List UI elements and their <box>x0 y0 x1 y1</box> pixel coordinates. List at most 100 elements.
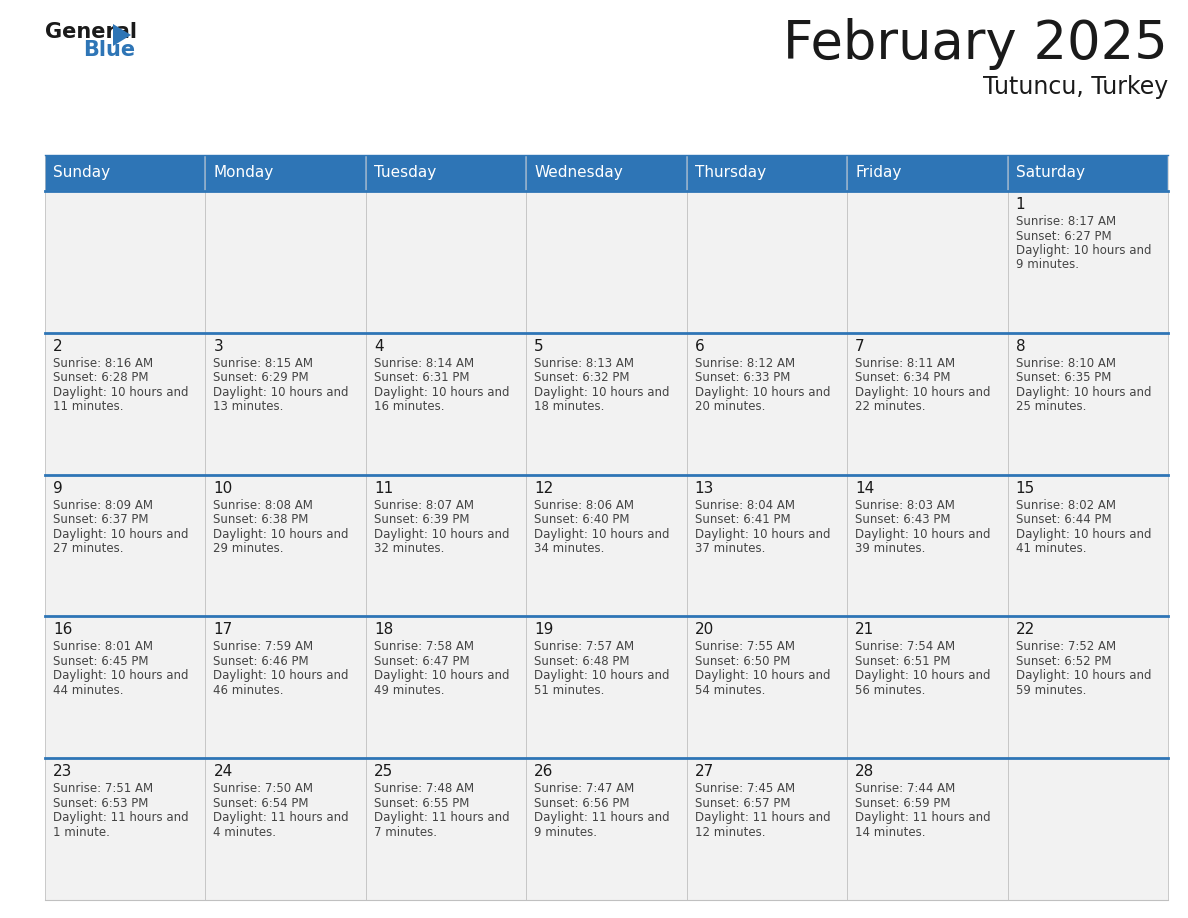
Text: Sunrise: 8:07 AM: Sunrise: 8:07 AM <box>374 498 474 511</box>
Text: 9 minutes.: 9 minutes. <box>1016 259 1079 272</box>
Text: Sunset: 6:39 PM: Sunset: 6:39 PM <box>374 513 469 526</box>
Text: 26: 26 <box>535 764 554 779</box>
Bar <box>526 155 687 191</box>
Text: 28: 28 <box>855 764 874 779</box>
Text: Sunrise: 8:14 AM: Sunrise: 8:14 AM <box>374 357 474 370</box>
Text: 54 minutes.: 54 minutes. <box>695 684 765 697</box>
Text: Sunset: 6:51 PM: Sunset: 6:51 PM <box>855 655 950 668</box>
Text: 18: 18 <box>374 622 393 637</box>
Text: Daylight: 10 hours and: Daylight: 10 hours and <box>374 528 510 541</box>
Text: Thursday: Thursday <box>695 165 766 181</box>
Bar <box>206 191 366 333</box>
Text: Daylight: 11 hours and: Daylight: 11 hours and <box>535 812 670 824</box>
Bar <box>45 191 206 333</box>
Bar <box>526 475 687 616</box>
Text: 14 minutes.: 14 minutes. <box>855 825 925 839</box>
Text: 34 minutes.: 34 minutes. <box>535 543 605 555</box>
Text: Sunset: 6:34 PM: Sunset: 6:34 PM <box>855 371 950 385</box>
Text: Sunrise: 8:15 AM: Sunrise: 8:15 AM <box>214 357 314 370</box>
Text: Daylight: 11 hours and: Daylight: 11 hours and <box>214 812 349 824</box>
Text: 1: 1 <box>1016 197 1025 212</box>
Bar <box>206 475 366 616</box>
Bar <box>687 475 847 616</box>
Bar <box>847 333 1007 475</box>
Text: Sunrise: 7:47 AM: Sunrise: 7:47 AM <box>535 782 634 795</box>
Text: Sunset: 6:32 PM: Sunset: 6:32 PM <box>535 371 630 385</box>
Text: Sunset: 6:29 PM: Sunset: 6:29 PM <box>214 371 309 385</box>
Text: 18 minutes.: 18 minutes. <box>535 400 605 413</box>
Text: 56 minutes.: 56 minutes. <box>855 684 925 697</box>
Text: Daylight: 10 hours and: Daylight: 10 hours and <box>1016 669 1151 682</box>
Text: Daylight: 11 hours and: Daylight: 11 hours and <box>695 812 830 824</box>
Text: 7 minutes.: 7 minutes. <box>374 825 437 839</box>
Text: 13: 13 <box>695 481 714 496</box>
Text: Sunrise: 7:57 AM: Sunrise: 7:57 AM <box>535 641 634 654</box>
Bar <box>366 475 526 616</box>
Text: Sunrise: 7:52 AM: Sunrise: 7:52 AM <box>1016 641 1116 654</box>
Text: 10: 10 <box>214 481 233 496</box>
Text: Sunset: 6:33 PM: Sunset: 6:33 PM <box>695 371 790 385</box>
Text: 20: 20 <box>695 622 714 637</box>
Text: Sunset: 6:43 PM: Sunset: 6:43 PM <box>855 513 950 526</box>
Text: 21: 21 <box>855 622 874 637</box>
Text: Daylight: 10 hours and: Daylight: 10 hours and <box>214 386 349 398</box>
Text: 4: 4 <box>374 339 384 353</box>
Text: 20 minutes.: 20 minutes. <box>695 400 765 413</box>
Text: Sunset: 6:38 PM: Sunset: 6:38 PM <box>214 513 309 526</box>
Text: Daylight: 10 hours and: Daylight: 10 hours and <box>53 528 189 541</box>
Text: Sunset: 6:48 PM: Sunset: 6:48 PM <box>535 655 630 668</box>
Bar <box>847 758 1007 900</box>
Bar <box>1007 758 1168 900</box>
Text: Sunset: 6:47 PM: Sunset: 6:47 PM <box>374 655 469 668</box>
Text: Sunset: 6:28 PM: Sunset: 6:28 PM <box>53 371 148 385</box>
Text: Daylight: 10 hours and: Daylight: 10 hours and <box>695 669 830 682</box>
Text: Daylight: 10 hours and: Daylight: 10 hours and <box>855 669 991 682</box>
Bar <box>687 758 847 900</box>
Text: Sunrise: 8:12 AM: Sunrise: 8:12 AM <box>695 357 795 370</box>
Text: Sunrise: 8:09 AM: Sunrise: 8:09 AM <box>53 498 153 511</box>
Bar <box>1007 616 1168 758</box>
Text: Sunrise: 8:08 AM: Sunrise: 8:08 AM <box>214 498 314 511</box>
Text: 39 minutes.: 39 minutes. <box>855 543 925 555</box>
Text: Sunrise: 8:03 AM: Sunrise: 8:03 AM <box>855 498 955 511</box>
Text: Wednesday: Wednesday <box>535 165 623 181</box>
Text: 3: 3 <box>214 339 223 353</box>
Text: 29 minutes.: 29 minutes. <box>214 543 284 555</box>
Bar <box>847 191 1007 333</box>
Text: Sunset: 6:45 PM: Sunset: 6:45 PM <box>53 655 148 668</box>
Text: Sunset: 6:31 PM: Sunset: 6:31 PM <box>374 371 469 385</box>
Text: 49 minutes.: 49 minutes. <box>374 684 444 697</box>
Text: Daylight: 10 hours and: Daylight: 10 hours and <box>695 386 830 398</box>
Text: General: General <box>45 22 137 42</box>
Text: Friday: Friday <box>855 165 902 181</box>
Text: 46 minutes.: 46 minutes. <box>214 684 284 697</box>
Text: Sunrise: 7:45 AM: Sunrise: 7:45 AM <box>695 782 795 795</box>
Text: Sunrise: 8:16 AM: Sunrise: 8:16 AM <box>53 357 153 370</box>
Bar <box>206 333 366 475</box>
Text: 6: 6 <box>695 339 704 353</box>
Text: Daylight: 11 hours and: Daylight: 11 hours and <box>53 812 189 824</box>
Text: February 2025: February 2025 <box>783 18 1168 70</box>
Text: Daylight: 10 hours and: Daylight: 10 hours and <box>535 669 670 682</box>
Bar <box>206 616 366 758</box>
Text: Daylight: 11 hours and: Daylight: 11 hours and <box>374 812 510 824</box>
Text: Sunrise: 8:11 AM: Sunrise: 8:11 AM <box>855 357 955 370</box>
Bar <box>847 155 1007 191</box>
Text: 14: 14 <box>855 481 874 496</box>
Text: Sunset: 6:55 PM: Sunset: 6:55 PM <box>374 797 469 810</box>
Text: 32 minutes.: 32 minutes. <box>374 543 444 555</box>
Text: 12 minutes.: 12 minutes. <box>695 825 765 839</box>
Text: 37 minutes.: 37 minutes. <box>695 543 765 555</box>
Text: Daylight: 10 hours and: Daylight: 10 hours and <box>1016 386 1151 398</box>
Bar <box>366 191 526 333</box>
Text: Saturday: Saturday <box>1016 165 1085 181</box>
Polygon shape <box>113 24 131 46</box>
Text: Sunrise: 7:59 AM: Sunrise: 7:59 AM <box>214 641 314 654</box>
Bar <box>526 616 687 758</box>
Text: Sunrise: 7:55 AM: Sunrise: 7:55 AM <box>695 641 795 654</box>
Text: Sunrise: 8:17 AM: Sunrise: 8:17 AM <box>1016 215 1116 228</box>
Text: Sunset: 6:54 PM: Sunset: 6:54 PM <box>214 797 309 810</box>
Text: Tuesday: Tuesday <box>374 165 436 181</box>
Text: Daylight: 10 hours and: Daylight: 10 hours and <box>214 528 349 541</box>
Text: 44 minutes.: 44 minutes. <box>53 684 124 697</box>
